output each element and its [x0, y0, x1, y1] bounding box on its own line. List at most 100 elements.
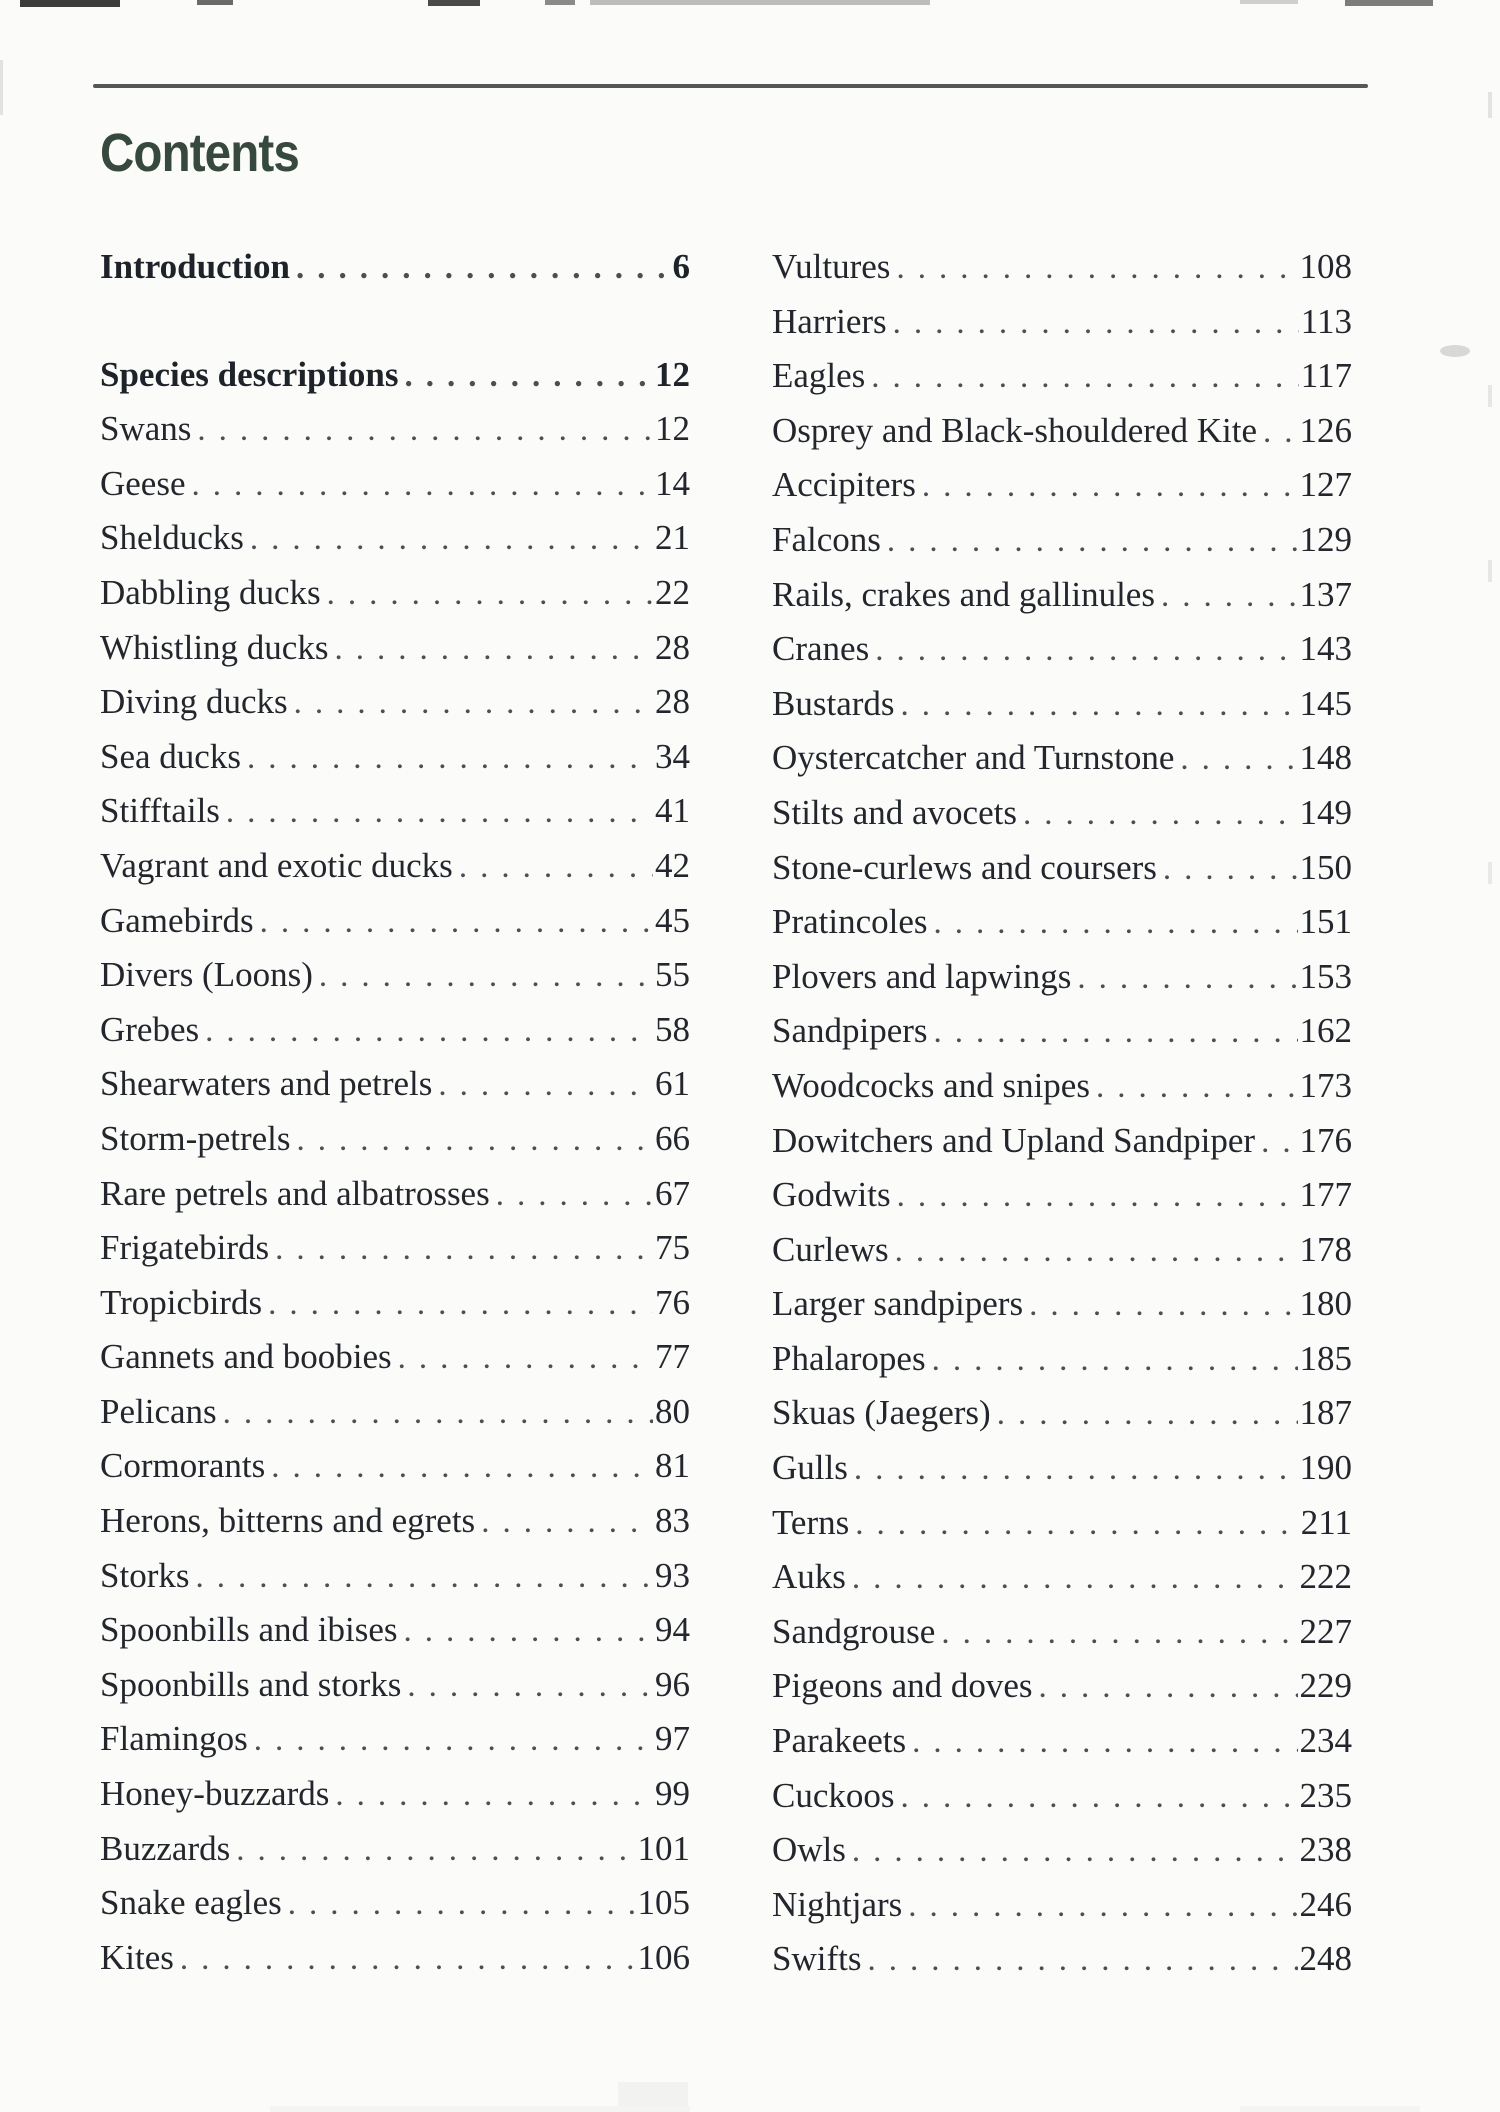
toc-entry-page: 106 — [637, 1937, 691, 1977]
toc-entry-label: Bustards — [772, 683, 895, 723]
toc-entry-page: 185 — [1299, 1338, 1353, 1378]
dot-leader — [275, 1221, 653, 1277]
toc-entry-page: 97 — [655, 1719, 690, 1759]
top-rule — [93, 84, 1368, 88]
toc-entry-page: 80 — [655, 1391, 690, 1431]
dot-leader — [887, 513, 1298, 569]
toc-entry-label: Herons, bitterns and egrets — [100, 1501, 476, 1541]
toc-entry-page: 83 — [655, 1501, 690, 1541]
dot-leader — [496, 1167, 653, 1223]
toc-entry-label: Sandpipers — [772, 1011, 928, 1051]
toc-entry-page: 12 — [655, 354, 690, 394]
toc-entry-page: 28 — [655, 627, 690, 667]
toc-entry-label: Parakeets — [772, 1721, 907, 1761]
toc-entry-label: Nightjars — [772, 1884, 903, 1924]
toc-entry-label: Diving ducks — [100, 682, 288, 722]
toc-entry-label: Falcons — [772, 519, 881, 559]
dot-leader — [1161, 568, 1298, 624]
toc-entry-label: Accipiters — [772, 465, 916, 505]
toc-entry-label: Vagrant and exotic ducks — [100, 845, 453, 885]
toc-entry: Storks 93 — [100, 1549, 690, 1604]
toc-entry: Grebes 58 — [100, 1003, 690, 1058]
toc-entry-page: 14 — [655, 463, 690, 503]
toc-entry-page: 126 — [1299, 410, 1353, 450]
dot-leader — [236, 1822, 635, 1878]
toc-entry-label: Spoonbills and ibises — [100, 1610, 398, 1650]
toc-entry-page: 55 — [655, 955, 690, 995]
toc-entry-label: Tropicbirds — [100, 1282, 263, 1322]
dot-leader — [1077, 950, 1297, 1006]
dot-leader — [895, 1223, 1298, 1279]
toc-entry: Cranes 143 — [772, 622, 1352, 677]
dot-leader — [854, 1441, 1298, 1497]
dot-leader — [852, 1550, 1298, 1606]
toc-entry: Dowitchers and Upland Sandpiper 176 — [772, 1114, 1352, 1169]
dot-leader — [875, 622, 1297, 678]
toc-entry: Curlews 178 — [772, 1223, 1352, 1278]
toc-entry-page: 42 — [655, 845, 690, 885]
toc-entry: Stone-curlews and coursers 150 — [772, 841, 1352, 896]
toc-entry: Gamebirds 45 — [100, 894, 690, 949]
toc-entry: Eagles 117 — [772, 349, 1352, 404]
scan-artifact — [1488, 862, 1492, 884]
dot-leader — [934, 1004, 1298, 1060]
dot-leader — [855, 1496, 1299, 1552]
toc-entry-page: 235 — [1299, 1775, 1353, 1815]
toc-entry-label: Owls — [772, 1830, 846, 1870]
toc-entry-label: Grebes — [100, 1009, 200, 1049]
toc-entry-label: Pratincoles — [772, 902, 928, 942]
dot-leader — [871, 349, 1299, 405]
dot-leader — [268, 1276, 653, 1332]
scan-artifact — [1345, 0, 1433, 6]
dot-leader — [1261, 1114, 1297, 1170]
toc-entry-page: 143 — [1299, 629, 1353, 669]
toc-entry-label: Stifftails — [100, 791, 220, 831]
toc-entry: Flamingos 97 — [100, 1712, 690, 1767]
toc-entry-label: Gannets and boobies — [100, 1337, 392, 1377]
toc-entry-page: 162 — [1299, 1011, 1353, 1051]
toc-entry-label: Swifts — [772, 1939, 862, 1979]
dot-leader — [997, 1386, 1298, 1442]
dot-leader — [260, 894, 653, 950]
toc-entry-page: 105 — [637, 1883, 691, 1923]
toc-entry: Cuckoos 235 — [772, 1769, 1352, 1824]
toc-entry-page: 28 — [655, 682, 690, 722]
scan-artifact — [618, 2082, 688, 2112]
dot-leader — [247, 730, 653, 786]
toc-entry-label: Harriers — [772, 301, 887, 341]
toc-entry-page: 148 — [1299, 738, 1353, 778]
toc-entry-label: Skuas (Jaegers) — [772, 1393, 991, 1433]
toc-entry-label: Larger sandpipers — [772, 1284, 1024, 1324]
toc-entry: Shearwaters and petrels 61 — [100, 1057, 690, 1112]
scan-artifact — [590, 0, 930, 5]
toc-entry: Storm-petrels 66 — [100, 1112, 690, 1167]
toc-entry-label: Dabbling ducks — [100, 572, 321, 612]
dot-leader — [205, 1003, 653, 1059]
toc-entry-page: 99 — [655, 1774, 690, 1814]
toc-entry: Pelicans 80 — [100, 1385, 690, 1440]
dot-leader — [932, 1332, 1298, 1388]
toc-entry: Pratincoles 151 — [772, 895, 1352, 950]
toc-entry-label: Auks — [772, 1557, 846, 1597]
scan-artifact — [197, 0, 233, 5]
toc-entry: Auks 222 — [772, 1550, 1352, 1605]
toc-entry-page: 61 — [655, 1064, 690, 1104]
dot-leader — [296, 240, 671, 296]
toc-entry: Divers (Loons) 55 — [100, 948, 690, 1003]
toc-entry: Osprey and Black-shouldered Kite 126 — [772, 404, 1352, 459]
toc-entry-page: 34 — [655, 736, 690, 776]
toc-entry-label: Flamingos — [100, 1719, 248, 1759]
toc-entry: Sandgrouse 227 — [772, 1605, 1352, 1660]
toc-entry-page: 149 — [1299, 792, 1353, 832]
toc-entry-label: Cuckoos — [772, 1775, 895, 1815]
toc-entry: Species descriptions 12 — [100, 348, 690, 403]
toc-entry: Bustards 145 — [772, 677, 1352, 732]
dot-leader — [250, 511, 653, 567]
toc-entry: Owls 238 — [772, 1823, 1352, 1878]
toc-entry-label: Cormorants — [100, 1446, 266, 1486]
dot-leader — [922, 458, 1298, 514]
dot-leader — [934, 895, 1298, 951]
dot-leader — [195, 1549, 653, 1605]
dot-leader — [404, 1603, 653, 1659]
dot-leader — [908, 1878, 1297, 1934]
